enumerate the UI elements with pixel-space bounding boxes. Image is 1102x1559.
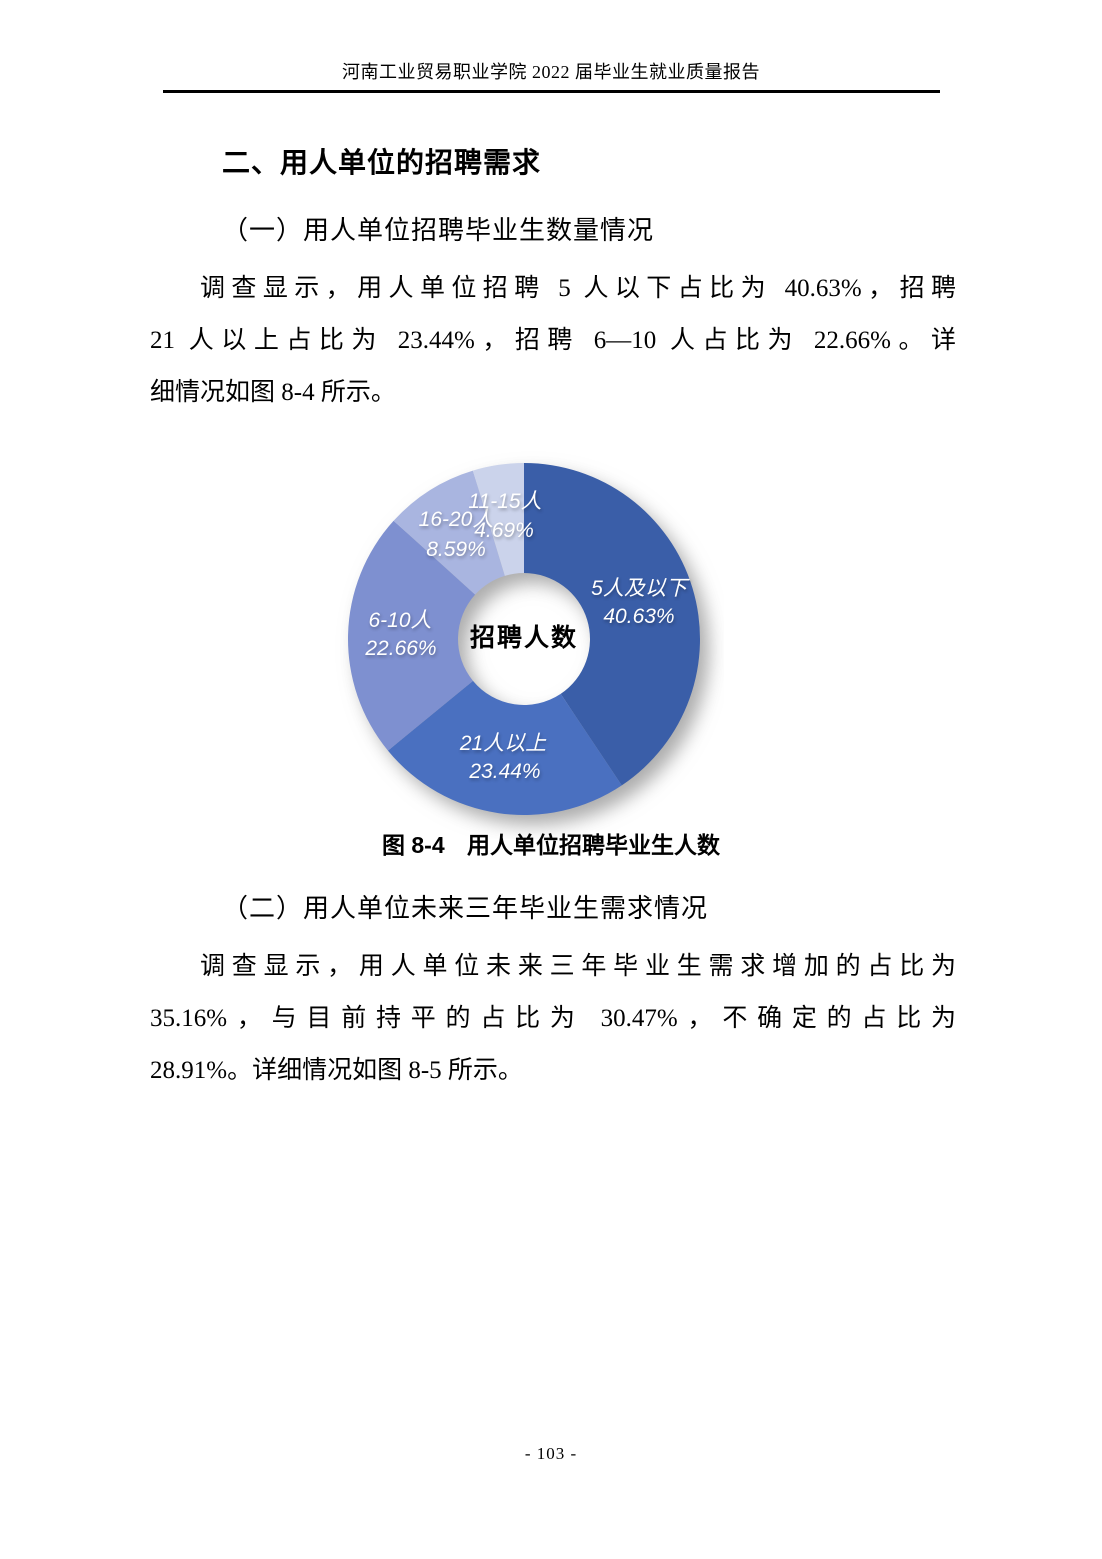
paragraph-2-line-2: 35.16%，与目前持平的占比为 30.47%，不确定的占比为 <box>150 1005 956 1032</box>
slice-11-15-label: 11-15人 <box>468 490 542 513</box>
slice-under5-pct: 40.63% <box>603 605 675 628</box>
slice-16-20-label: 16-20人 <box>418 508 494 531</box>
donut-slice-3 <box>393 470 505 595</box>
subsection-2-heading: （二）用人单位未来三年毕业生需求情况 <box>222 894 709 923</box>
paragraph-2-line-1: 调查显示，用人单位未来三年毕业生需求增加的占比为 <box>200 953 956 980</box>
slice-over21-label: 21人以上 <box>459 732 547 755</box>
slice-over21-pct: 23.44% <box>469 760 541 783</box>
page-number: - 103 - <box>524 1444 578 1463</box>
page-header-title: 河南工业贸易职业学院 2022 届毕业生就业质量报告 <box>342 62 760 82</box>
paragraph-1: 调查显示，用人单位招聘 5 人以下占比为 40.63%，招聘 21 人以上占比为… <box>150 263 956 419</box>
slice-11-15-pct: 4.69% <box>474 519 534 542</box>
header-divider <box>163 90 940 93</box>
figure-caption: 图 8-4 用人单位招聘毕业生人数 <box>0 826 1102 860</box>
figure-title: 用人单位招聘毕业生人数 <box>467 832 721 858</box>
paragraph-2: 调查显示，用人单位未来三年毕业生需求增加的占比为 35.16%，与目前持平的占比… <box>150 941 956 1097</box>
donut-slice-4 <box>472 463 524 576</box>
chart-center-label: 招聘人数 <box>469 624 579 652</box>
paragraph-1-line-1: 调查显示，用人单位招聘 5 人以下占比为 40.63%，招聘 <box>200 275 956 302</box>
donut-chart-svg <box>347 463 700 815</box>
section-heading: 二、用人单位的招聘需求 <box>222 147 542 178</box>
figure-number: 图 8-4 <box>381 832 445 858</box>
paragraph-1-line-3: 细情况如图 8-4 所示。 <box>150 379 396 406</box>
paragraph-2-line-3: 28.91%。详细情况如图 8-5 所示。 <box>150 1057 523 1084</box>
donut-slice-1 <box>387 680 622 815</box>
slice-16-20-pct: 8.59% <box>426 538 486 561</box>
slice-6-10-pct: 22.66% <box>365 637 437 660</box>
subsection-1-heading: （一）用人单位招聘毕业生数量情况 <box>222 216 655 245</box>
paragraph-1-line-2: 21 人以上占比为 23.44%，招聘 6—10 人占比为 22.66%。详 <box>150 327 956 354</box>
donut-chart: 5人及以下 40.63% 21人以上 23.44% 6-10人 22.66% 1… <box>324 449 724 839</box>
slice-6-10-label: 6-10人 <box>368 609 432 632</box>
slice-under5-label: 5人及以下 <box>591 577 687 600</box>
donut-slice-2 <box>347 520 476 751</box>
donut-slice-0 <box>524 463 700 786</box>
